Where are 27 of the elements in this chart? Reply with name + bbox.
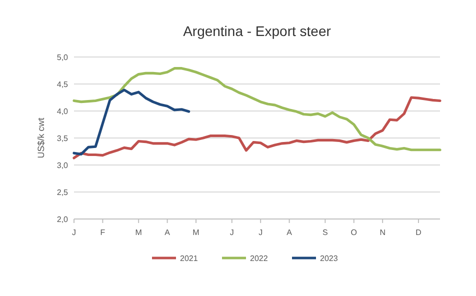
y-tick-label: 3,0	[56, 161, 69, 170]
x-tick-label: M	[192, 228, 200, 237]
line-series	[72, 67, 442, 152]
x-tick-label: M	[135, 228, 142, 237]
line-series	[72, 96, 442, 160]
x-tick-label: N	[380, 228, 386, 237]
x-tick-label: A	[164, 228, 171, 237]
x-tick-label: A	[286, 228, 293, 237]
line-series	[72, 88, 190, 156]
y-tick-label: 5,0	[56, 53, 69, 62]
x-tick-label: F	[100, 228, 106, 237]
legend-label: 2023	[320, 254, 338, 263]
y-tick-label: 3,5	[56, 134, 69, 143]
x-tick-label: J	[230, 228, 234, 237]
x-tick-label: J	[72, 228, 76, 237]
y-tick-label: 4,5	[56, 80, 69, 89]
y-axis-title: US$/k cwt	[36, 117, 46, 158]
chart-title: Argentina - Export steer	[183, 23, 332, 39]
x-tick-label: J	[258, 228, 263, 237]
x-tick-label: O	[350, 228, 357, 237]
y-tick-label: 2,0	[56, 215, 69, 224]
x-tick-label: D	[416, 228, 422, 237]
legend-label: 2021	[180, 254, 198, 263]
legend-label: 2022	[250, 254, 268, 263]
y-tick-label: 2,5	[56, 188, 69, 197]
y-tick-label: 4,0	[56, 107, 69, 116]
x-tick-label: S	[322, 228, 328, 237]
